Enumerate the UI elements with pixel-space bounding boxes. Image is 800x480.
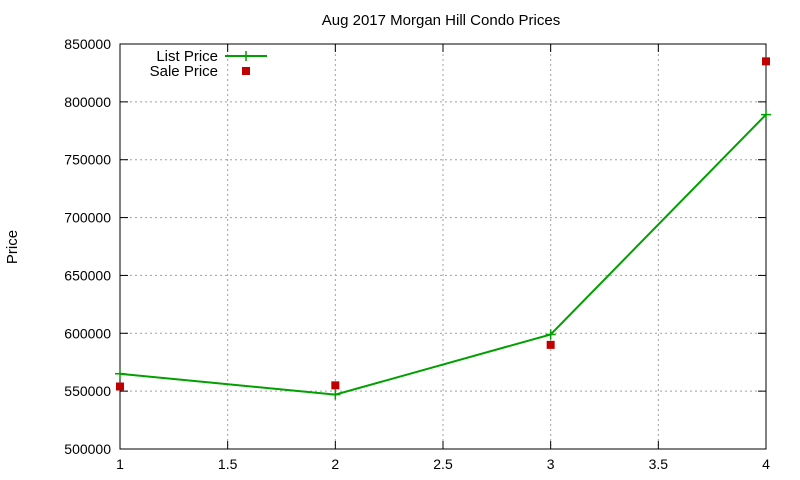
legend-label-list-price: List Price — [156, 48, 218, 65]
y-tick-label: 500000 — [64, 441, 111, 457]
y-tick-label: 550000 — [64, 383, 111, 399]
legend-label-sale-price: Sale Price — [150, 63, 218, 80]
sale-price-point — [762, 57, 770, 66]
x-tick-label: 1.5 — [218, 456, 238, 472]
y-tick-label: 750000 — [64, 152, 111, 168]
grid — [120, 44, 766, 449]
list-price-point — [115, 368, 125, 379]
y-tick-label: 850000 — [64, 36, 111, 52]
legend-marker-list-price — [241, 51, 251, 61]
legend: List Price Sale Price — [150, 48, 267, 80]
chart-title: Aug 2017 Morgan Hill Condo Prices — [322, 12, 560, 29]
sale-price-point — [546, 340, 555, 349]
series-layer — [115, 57, 771, 400]
plot-frame — [119, 43, 767, 450]
legend-marker-sale-price — [242, 67, 250, 75]
list-price-point — [761, 109, 771, 120]
sale-price-point — [331, 381, 340, 390]
x-axis-ticks: 1 1.5 2 2.5 3 3.5 4 — [116, 44, 770, 472]
x-tick-label: 1 — [116, 456, 124, 472]
y-tick-label: 600000 — [64, 325, 111, 341]
x-tick-label: 2.5 — [433, 456, 453, 472]
x-tick-label: 3.5 — [649, 456, 669, 472]
y-axis-ticks: 500000 550000 600000 650000 700000 750000 8000… — [64, 36, 766, 457]
y-axis-label: Price — [4, 230, 21, 264]
y-tick-label: 700000 — [64, 210, 111, 226]
x-tick-label: 4 — [762, 456, 770, 472]
y-tick-label: 650000 — [64, 267, 111, 283]
x-tick-label: 2 — [331, 456, 339, 472]
sale-price-point — [116, 382, 124, 391]
legend-entry-list-price: List Price — [156, 48, 267, 65]
x-tick-label: 3 — [547, 456, 555, 472]
list-price-point — [330, 389, 341, 400]
list-price-point — [545, 329, 556, 340]
legend-entry-sale-price: Sale Price — [150, 63, 250, 80]
y-tick-label: 800000 — [64, 94, 111, 110]
series-line-list-price — [119, 113, 767, 396]
